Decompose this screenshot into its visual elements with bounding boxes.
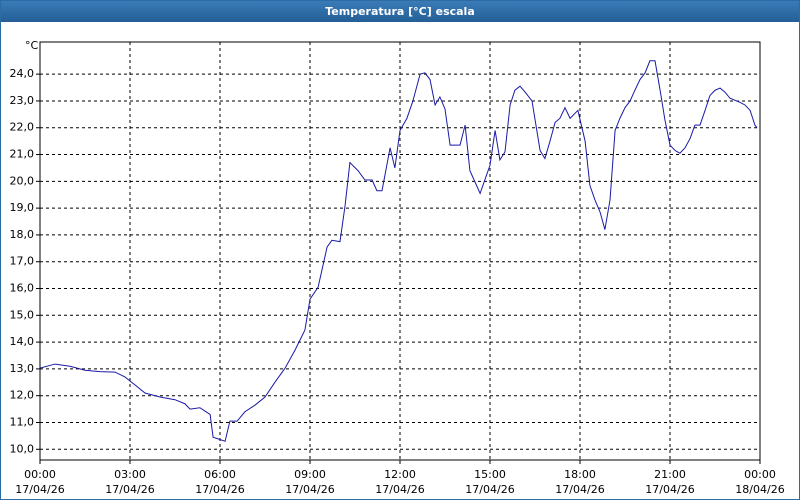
chart-title: Temperatura [°C] escala (1, 1, 799, 22)
y-axis-unit: °C (25, 39, 39, 52)
x-tick-date: 17/04/26 (15, 483, 64, 496)
x-tick-label: 06:00 (204, 468, 236, 481)
x-tick-date: 17/04/26 (105, 483, 154, 496)
y-tick-label: 19,0 (10, 201, 35, 214)
x-tick-label: 00:00 (744, 468, 776, 481)
x-tick-date: 17/04/26 (555, 483, 604, 496)
x-tick-label: 15:00 (474, 468, 506, 481)
x-tick-date: 17/04/26 (645, 483, 694, 496)
x-tick-date: 17/04/26 (285, 483, 334, 496)
x-tick-label: 00:00 (24, 468, 56, 481)
x-tick-date: 17/04/26 (375, 483, 424, 496)
x-tick-date: 17/04/26 (465, 483, 514, 496)
x-tick-date: 17/04/26 (195, 483, 244, 496)
x-tick-date: 18/04/26 (735, 483, 784, 496)
y-tick-label: 20,0 (10, 174, 35, 187)
y-tick-label: 13,0 (10, 362, 35, 375)
y-tick-label: 17,0 (10, 255, 35, 268)
x-tick-label: 21:00 (654, 468, 686, 481)
y-tick-label: 23,0 (10, 94, 35, 107)
y-tick-label: 16,0 (10, 282, 35, 295)
y-tick-label: 15,0 (10, 308, 35, 321)
data-line (39, 60, 758, 442)
x-tick-label: 09:00 (294, 468, 326, 481)
y-tick-label: 14,0 (10, 335, 35, 348)
y-tick-label: 10,0 (10, 442, 35, 455)
y-tick-label: 24,0 (10, 67, 35, 80)
x-tick-label: 03:00 (114, 468, 146, 481)
x-tick-label: 12:00 (384, 468, 416, 481)
y-tick-label: 22,0 (10, 121, 35, 134)
y-tick-label: 12,0 (10, 389, 35, 402)
plot-frame (39, 41, 761, 461)
y-tick-label: 21,0 (10, 148, 35, 161)
x-tick-label: 18:00 (564, 468, 596, 481)
y-tick-label: 18,0 (10, 228, 35, 241)
y-tick-label: 11,0 (10, 415, 35, 428)
